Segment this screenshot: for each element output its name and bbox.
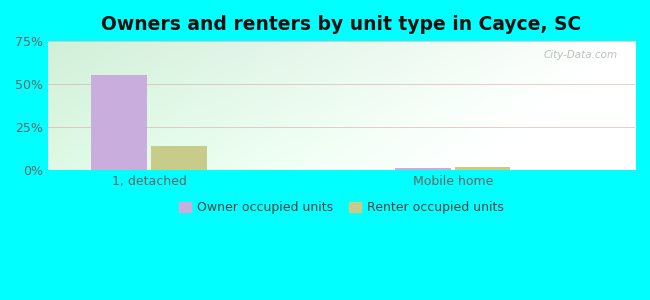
Bar xyxy=(395,168,450,170)
Title: Owners and renters by unit type in Cayce, SC: Owners and renters by unit type in Cayce… xyxy=(101,15,582,34)
Bar xyxy=(151,146,207,170)
Text: City-Data.com: City-Data.com xyxy=(543,50,618,60)
Bar xyxy=(92,75,147,170)
Legend: Owner occupied units, Renter occupied units: Owner occupied units, Renter occupied un… xyxy=(175,198,508,218)
Bar xyxy=(455,167,510,170)
